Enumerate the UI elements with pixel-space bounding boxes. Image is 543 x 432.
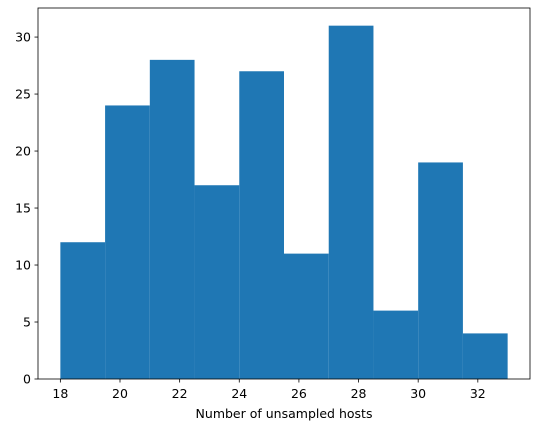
y-tick-label: 15 <box>15 201 31 216</box>
histogram-bar <box>149 59 195 379</box>
x-tick-label: 32 <box>470 386 486 401</box>
x-tick-label: 22 <box>172 386 188 401</box>
histogram-bar <box>328 25 374 380</box>
y-tick-label: 20 <box>15 144 31 159</box>
histogram-bar <box>194 185 240 379</box>
y-tick-label: 25 <box>15 87 31 102</box>
histogram-bar <box>105 105 150 380</box>
histogram-bar <box>462 333 508 379</box>
histogram-bar <box>418 162 463 379</box>
histogram-bar <box>60 242 106 379</box>
x-tick-label: 26 <box>291 386 307 401</box>
y-tick-label: 10 <box>15 258 31 273</box>
x-tick-label: 24 <box>231 386 247 401</box>
x-tick-label: 18 <box>52 386 68 401</box>
x-tick-label: 20 <box>112 386 128 401</box>
y-axis-ticks: 0 5 10 15 20 25 30 <box>15 30 38 387</box>
histogram-bar <box>239 71 284 380</box>
y-tick-label: 0 <box>23 372 31 387</box>
y-tick-label: 30 <box>15 30 31 45</box>
x-tick-label: 28 <box>351 386 367 401</box>
x-tick-label: 30 <box>410 386 426 401</box>
histogram-bar <box>284 253 329 379</box>
x-axis-label: Number of unsampled hosts <box>196 406 373 421</box>
plot-frame <box>37 7 531 380</box>
histogram-bar <box>373 310 419 379</box>
bars-group <box>60 25 508 380</box>
y-tick-label: 5 <box>23 315 31 330</box>
x-axis-ticks: 18 20 22 24 26 28 30 32 <box>52 379 486 401</box>
